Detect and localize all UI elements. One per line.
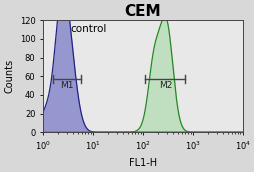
Y-axis label: Counts: Counts [4, 59, 14, 93]
Text: control: control [70, 24, 106, 34]
X-axis label: FL1-H: FL1-H [128, 158, 156, 168]
Title: CEM: CEM [124, 4, 161, 19]
Text: M2: M2 [158, 81, 171, 90]
Text: M1: M1 [60, 81, 73, 90]
